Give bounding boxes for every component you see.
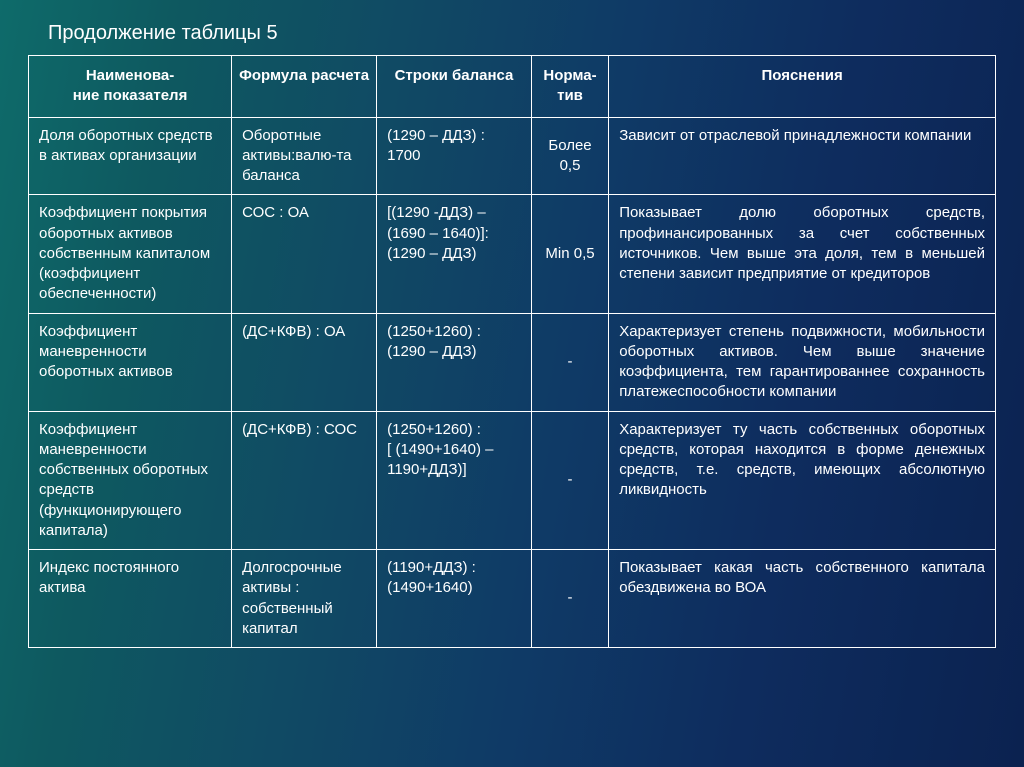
cell-balance: (1190+ДДЗ) : (1490+1640)	[377, 550, 532, 648]
cell-explanation: Показывает какая часть собственного капи…	[609, 550, 996, 648]
cell-explanation: Характеризует ту часть собственных оборо…	[609, 411, 996, 550]
cell-explanation: Показывает долю оборотных средств, профи…	[609, 195, 996, 313]
cell-name: Коэффициент маневренности оборотных акти…	[29, 313, 232, 411]
cell-name: Индекс постоянного актива	[29, 550, 232, 648]
cell-balance: (1250+1260) : (1290 – ДДЗ)	[377, 313, 532, 411]
cell-norm: Min 0,5	[531, 195, 608, 313]
header-balance: Строки баланса	[377, 56, 532, 118]
cell-balance: (1250+1260) : [ (1490+1640) – 1190+ДДЗ)]	[377, 411, 532, 550]
cell-norm: -	[531, 313, 608, 411]
cell-balance: [(1290 -ДДЗ) – (1690 – 1640)]: (1290 – Д…	[377, 195, 532, 313]
table-row: Коэффициент маневренности собственных об…	[29, 411, 996, 550]
cell-formula: (ДС+КФВ) : СОС	[232, 411, 377, 550]
cell-norm: -	[531, 411, 608, 550]
table-row: Доля оборотных средств в активах организ…	[29, 117, 996, 195]
cell-formula: СОС : ОА	[232, 195, 377, 313]
table-row: Индекс постоянного актива Долгосрочные а…	[29, 550, 996, 648]
cell-explanation: Характеризует степень подвижности, мобил…	[609, 313, 996, 411]
header-norm: Норма- тив	[531, 56, 608, 118]
cell-name: Доля оборотных средств в активах организ…	[29, 117, 232, 195]
header-explanation: Пояснения	[609, 56, 996, 118]
cell-formula: Оборотные активы:валю-та баланса	[232, 117, 377, 195]
table-header-row: Наименова- ние показателя Формула расчет…	[29, 56, 996, 118]
cell-formula: (ДС+КФВ) : ОА	[232, 313, 377, 411]
cell-norm: -	[531, 550, 608, 648]
table-row: Коэффициент маневренности оборотных акти…	[29, 313, 996, 411]
table-row: Коэффициент покрытия оборотных активов с…	[29, 195, 996, 313]
cell-explanation: Зависит от отраслевой принадлежности ком…	[609, 117, 996, 195]
indicators-table: Наименова- ние показателя Формула расчет…	[28, 55, 996, 648]
slide: Продолжение таблицы 5 Наименова- ние пок…	[0, 0, 1024, 767]
header-formula: Формула расчета	[232, 56, 377, 118]
cell-balance: (1290 – ДДЗ) : 1700	[377, 117, 532, 195]
page-title: Продолжение таблицы 5	[48, 22, 996, 45]
cell-name: Коэффициент маневренности собственных об…	[29, 411, 232, 550]
cell-norm: Более 0,5	[531, 117, 608, 195]
header-name: Наименова- ние показателя	[29, 56, 232, 118]
cell-name: Коэффициент покрытия оборотных активов с…	[29, 195, 232, 313]
cell-formula: Долгосрочные активы : собственный капита…	[232, 550, 377, 648]
